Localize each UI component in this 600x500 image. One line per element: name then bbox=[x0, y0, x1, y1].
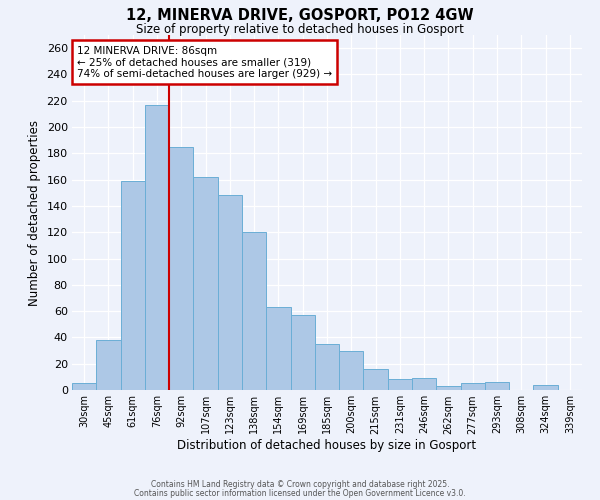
Bar bbox=[485, 382, 509, 390]
Text: 12, MINERVA DRIVE, GOSPORT, PO12 4GW: 12, MINERVA DRIVE, GOSPORT, PO12 4GW bbox=[126, 8, 474, 22]
Bar bbox=[242, 232, 266, 390]
Bar bbox=[121, 181, 145, 390]
Bar bbox=[169, 147, 193, 390]
Text: Contains HM Land Registry data © Crown copyright and database right 2025.: Contains HM Land Registry data © Crown c… bbox=[151, 480, 449, 489]
Text: Contains public sector information licensed under the Open Government Licence v3: Contains public sector information licen… bbox=[134, 489, 466, 498]
Bar bbox=[412, 378, 436, 390]
Bar bbox=[339, 350, 364, 390]
Bar bbox=[145, 104, 169, 390]
Y-axis label: Number of detached properties: Number of detached properties bbox=[28, 120, 41, 306]
Bar bbox=[533, 384, 558, 390]
Bar bbox=[218, 196, 242, 390]
Bar bbox=[436, 386, 461, 390]
Bar bbox=[290, 315, 315, 390]
Bar bbox=[72, 384, 96, 390]
Bar bbox=[266, 307, 290, 390]
X-axis label: Distribution of detached houses by size in Gosport: Distribution of detached houses by size … bbox=[178, 439, 476, 452]
Bar bbox=[461, 384, 485, 390]
Bar bbox=[388, 380, 412, 390]
Text: Size of property relative to detached houses in Gosport: Size of property relative to detached ho… bbox=[136, 22, 464, 36]
Bar bbox=[315, 344, 339, 390]
Bar bbox=[193, 177, 218, 390]
Text: 12 MINERVA DRIVE: 86sqm
← 25% of detached houses are smaller (319)
74% of semi-d: 12 MINERVA DRIVE: 86sqm ← 25% of detache… bbox=[77, 46, 332, 79]
Bar bbox=[96, 340, 121, 390]
Bar bbox=[364, 369, 388, 390]
